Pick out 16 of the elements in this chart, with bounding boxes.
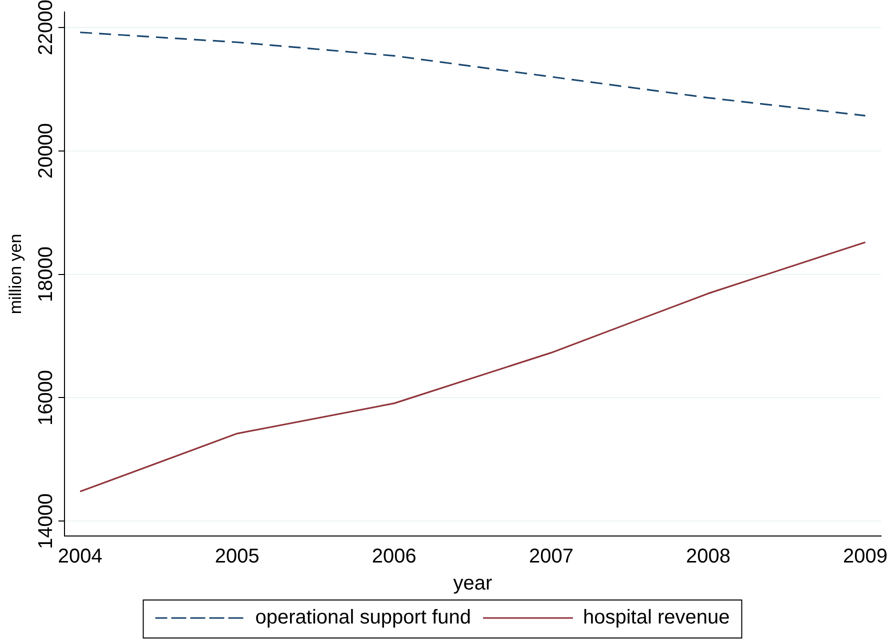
x-tick-label: 2009 bbox=[843, 546, 888, 568]
x-tick-label: 2005 bbox=[214, 546, 260, 568]
y-axis-title: million yen bbox=[6, 234, 25, 314]
y-tick-label: 14000 bbox=[34, 493, 57, 549]
line-series bbox=[79, 32, 866, 116]
y-tick-label: 18000 bbox=[34, 246, 57, 302]
y-tick-label: 22000 bbox=[34, 0, 57, 56]
x-axis-title: year bbox=[453, 572, 492, 595]
y-tick-label: 20000 bbox=[34, 123, 57, 179]
legend-label: operational support fund bbox=[255, 606, 471, 629]
y-tick-label: 16000 bbox=[34, 370, 57, 426]
x-tick-label: 2006 bbox=[372, 546, 416, 568]
x-tick-label: 2008 bbox=[686, 546, 731, 568]
legend-label: hospital revenue bbox=[582, 606, 730, 629]
x-tick-label: 2004 bbox=[58, 546, 102, 568]
x-tick-label: 2007 bbox=[528, 546, 574, 568]
